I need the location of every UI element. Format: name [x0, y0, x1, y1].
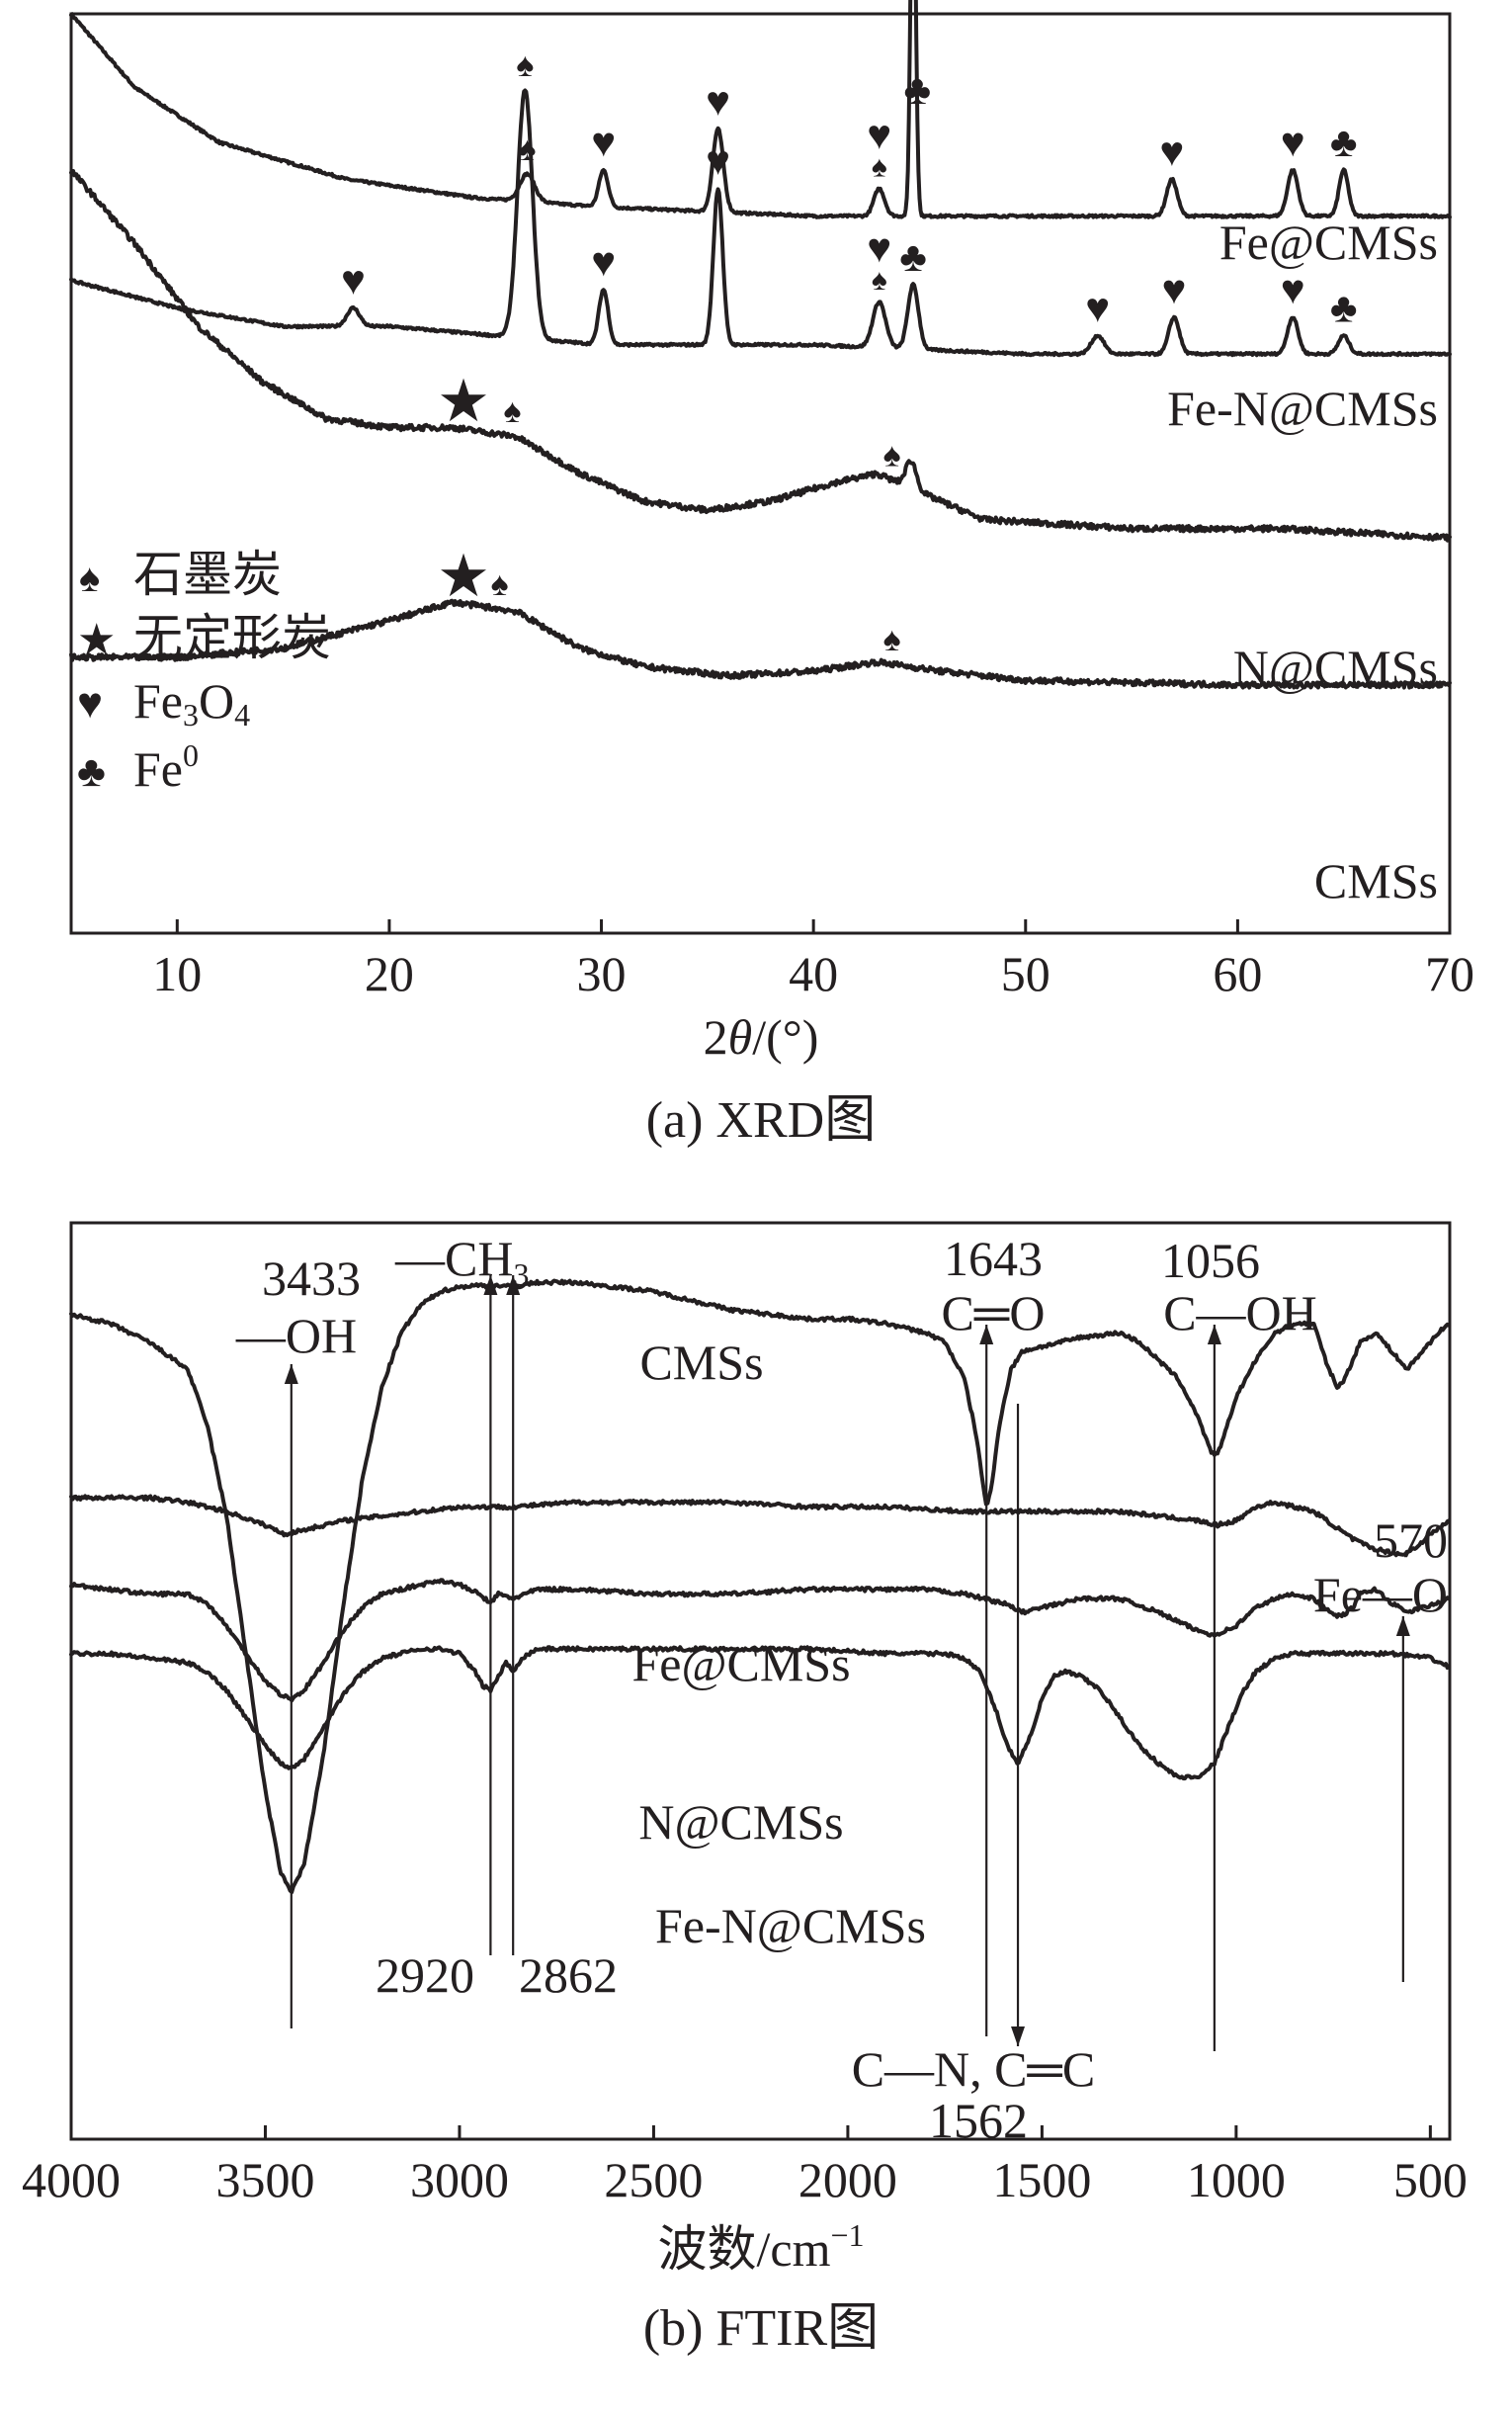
- xrd-series-line: [69, 88, 1452, 358]
- ftir-label-cmss: CMSs: [639, 1335, 763, 1390]
- arrow-head: [1011, 2026, 1026, 2046]
- ftir-series-line: [69, 1494, 1452, 1558]
- heart-icon: ♥: [1085, 287, 1110, 332]
- ftir-label-fe-cmss: Fe@CMSs: [631, 1636, 850, 1691]
- heart-icon: ♥: [706, 139, 730, 185]
- ftir-tick-label: 500: [1393, 2152, 1468, 2207]
- annot-ch3-group: —CH3: [394, 1231, 529, 1292]
- xrd-phase-markers: ♠ ♥♥♠♥♣♥ ♥ ♣♥♠♥♥♠♥ ♣♥ ♥ ♥ ♣★ ♠♠★ ♠♠: [341, 47, 1358, 658]
- xrd-plot-frame: [69, 12, 1452, 935]
- club-icon: ♣: [904, 68, 932, 114]
- xrd-series-line: [69, 598, 1452, 690]
- xrd-panel: 10 20 30 40 50 60 70 ♠ ♥♥♠♥♣♥ ♥ ♣♥♠♥♥♠♥ ♣♥ ♥ ♥ ♣★ ♠♠★ ♠…: [69, 0, 1474, 1149]
- annot-3433-value: 3433: [262, 1250, 361, 1306]
- xrd-label-n-cmss: N@CMSs: [1233, 640, 1438, 695]
- annot-1562-value: 1562: [929, 2093, 1028, 2148]
- xrd-tick-label: 10: [152, 946, 202, 1001]
- xrd-tick-label: 40: [789, 946, 838, 1001]
- ftir-label-n-cmss: N@CMSs: [638, 1794, 843, 1850]
- legend-spade-icon: ♠: [79, 556, 100, 600]
- ftir-curves: [69, 1278, 1452, 1895]
- xrd-label-fe-n-cmss: Fe-N@CMSs: [1167, 381, 1438, 436]
- xrd-tick-label: 30: [577, 946, 627, 1001]
- spade-icon: ♠: [883, 437, 901, 474]
- ftir-label-fe-n-cmss: Fe-N@CMSs: [655, 1898, 926, 1953]
- legend-heart-icon: ♥: [77, 679, 103, 728]
- spade-icon: ♠: [503, 393, 521, 430]
- annot-oh-group: —OH: [235, 1308, 357, 1363]
- spade-icon: ♠: [516, 47, 534, 84]
- heart-icon: ♥: [1159, 129, 1184, 175]
- arrow-head: [284, 1364, 298, 1384]
- ftir-series-line: [69, 1278, 1452, 1895]
- ftir-tick-label: 3500: [215, 2152, 314, 2207]
- ftir-plot-frame: [69, 1221, 1452, 2141]
- annot-feo-group: Fe—O: [1313, 1567, 1448, 1622]
- heart-icon: ♥: [706, 80, 730, 126]
- ftir-series-line: [69, 1645, 1452, 1781]
- arrow-head: [1207, 1325, 1221, 1344]
- ftir-tick-label: 4000: [22, 2152, 121, 2207]
- legend-label-fe0: Fe0: [133, 737, 199, 797]
- xrd-label-cmss: CMSs: [1314, 853, 1438, 908]
- club-icon: ♣: [1330, 287, 1358, 332]
- club-icon: ♣: [899, 235, 927, 281]
- ftir-tick-label: 1000: [1187, 2152, 1286, 2207]
- xrd-legend: ♠ 石墨炭 ★ 无定形炭 ♥ Fe3O4 ♣ Fe0: [77, 547, 331, 797]
- heart-icon: ♥: [867, 226, 891, 272]
- ftir-annotation-arrows: [284, 1275, 1410, 2051]
- ftir-x-axis-label: 波数/cm−1: [657, 2217, 864, 2277]
- xrd-tick-label: 70: [1425, 946, 1474, 1001]
- legend-club-icon: ♣: [77, 747, 106, 796]
- heart-icon: ♥: [341, 259, 366, 304]
- xrd-series-line: [69, 169, 1452, 543]
- spade-icon: ♠: [872, 264, 887, 297]
- legend-star-icon: ★: [77, 616, 116, 664]
- xrd-tick-label: 50: [1001, 946, 1050, 1001]
- annot-cn-cc-group: C—N, C═C: [852, 2041, 1096, 2097]
- legend-label-graphitic-carbon: 石墨炭: [133, 547, 282, 602]
- heart-icon: ♥: [1281, 121, 1305, 166]
- legend-label-amorphous-carbon: 无定形炭: [133, 610, 331, 665]
- xrd-tick-label: 60: [1213, 946, 1262, 1001]
- heart-icon: ♥: [867, 114, 891, 159]
- star-icon: ★: [437, 544, 490, 609]
- annot-2920-value: 2920: [376, 1947, 474, 2003]
- xrd-caption: (a) XRD图: [646, 1092, 877, 1149]
- annot-570-value: 570: [1374, 1512, 1448, 1568]
- annot-1056-value: 1056: [1161, 1233, 1260, 1288]
- ftir-tick-label: 2000: [798, 2152, 897, 2207]
- annot-co-group: C═O: [942, 1285, 1046, 1340]
- spade-icon: ♠: [872, 151, 887, 184]
- club-icon: ♣: [1330, 121, 1358, 166]
- arrow-head: [979, 1325, 994, 1344]
- ftir-tick-label: 1500: [992, 2152, 1091, 2207]
- xrd-series-line: [69, 0, 1452, 219]
- xrd-ticks: 10 20 30 40 50 60 70: [152, 919, 1474, 1001]
- ftir-panel: 4000 3500 3000 2500 2000 1500 1000 500 CMSs Fe@…: [22, 1221, 1468, 2357]
- xrd-tick-label: 20: [365, 946, 414, 1001]
- star-icon: ★: [437, 369, 490, 434]
- ftir-caption: (b) FTIR图: [643, 2300, 879, 2357]
- spade-icon: ♠: [490, 566, 508, 603]
- annot-coh-group: C—OH: [1163, 1285, 1317, 1340]
- legend-label-fe3o4: Fe3O4: [133, 673, 250, 733]
- spade-icon: ♠: [518, 131, 536, 168]
- heart-icon: ♥: [591, 121, 616, 166]
- ftir-tick-label: 3000: [410, 2152, 509, 2207]
- spade-icon: ♠: [883, 622, 901, 658]
- xrd-x-axis-label: 2θ/(°): [704, 1009, 819, 1065]
- annot-1643-value: 1643: [944, 1231, 1043, 1286]
- ftir-series-line: [69, 1578, 1452, 1703]
- heart-icon: ♥: [591, 240, 616, 286]
- xrd-curves: [69, 0, 1452, 690]
- ftir-ticks: 4000 3500 3000 2500 2000 1500 1000 500: [22, 2125, 1468, 2207]
- heart-icon: ♥: [1281, 268, 1305, 313]
- ftir-tick-label: 2500: [604, 2152, 703, 2207]
- annot-2862-value: 2862: [519, 1947, 618, 2003]
- xrd-label-fe-cmss: Fe@CMSs: [1219, 215, 1438, 270]
- arrow-head: [1395, 1616, 1410, 1636]
- heart-icon: ♥: [1162, 268, 1187, 313]
